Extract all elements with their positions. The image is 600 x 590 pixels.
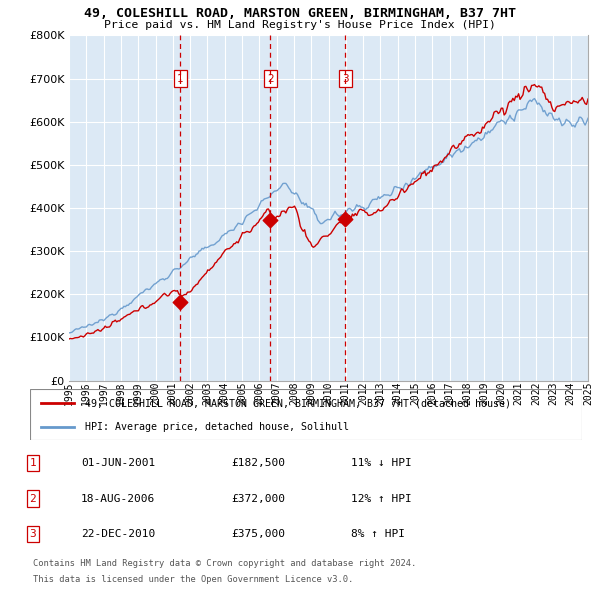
Text: 2: 2 bbox=[267, 74, 274, 84]
Text: 18-AUG-2006: 18-AUG-2006 bbox=[81, 494, 155, 503]
Text: 1: 1 bbox=[177, 74, 184, 84]
Text: 49, COLESHILL ROAD, MARSTON GREEN, BIRMINGHAM, B37 7HT (detached house): 49, COLESHILL ROAD, MARSTON GREEN, BIRMI… bbox=[85, 398, 511, 408]
Point bbox=[175, 297, 185, 307]
Text: 3: 3 bbox=[342, 74, 349, 84]
Text: Contains HM Land Registry data © Crown copyright and database right 2024.: Contains HM Land Registry data © Crown c… bbox=[33, 559, 416, 568]
Text: 49, COLESHILL ROAD, MARSTON GREEN, BIRMINGHAM, B37 7HT: 49, COLESHILL ROAD, MARSTON GREEN, BIRMI… bbox=[84, 7, 516, 20]
Text: 01-JUN-2001: 01-JUN-2001 bbox=[81, 458, 155, 468]
Point bbox=[265, 215, 275, 225]
Text: £372,000: £372,000 bbox=[231, 494, 285, 503]
Text: 8% ↑ HPI: 8% ↑ HPI bbox=[351, 529, 405, 539]
Text: 3: 3 bbox=[29, 529, 37, 539]
Text: 2: 2 bbox=[29, 494, 37, 503]
Text: 12% ↑ HPI: 12% ↑ HPI bbox=[351, 494, 412, 503]
Text: 1: 1 bbox=[29, 458, 37, 468]
Text: HPI: Average price, detached house, Solihull: HPI: Average price, detached house, Soli… bbox=[85, 422, 349, 432]
Text: £375,000: £375,000 bbox=[231, 529, 285, 539]
Text: 22-DEC-2010: 22-DEC-2010 bbox=[81, 529, 155, 539]
Text: 11% ↓ HPI: 11% ↓ HPI bbox=[351, 458, 412, 468]
Text: Price paid vs. HM Land Registry's House Price Index (HPI): Price paid vs. HM Land Registry's House … bbox=[104, 20, 496, 30]
Point bbox=[340, 214, 350, 224]
Text: £182,500: £182,500 bbox=[231, 458, 285, 468]
Text: This data is licensed under the Open Government Licence v3.0.: This data is licensed under the Open Gov… bbox=[33, 575, 353, 584]
